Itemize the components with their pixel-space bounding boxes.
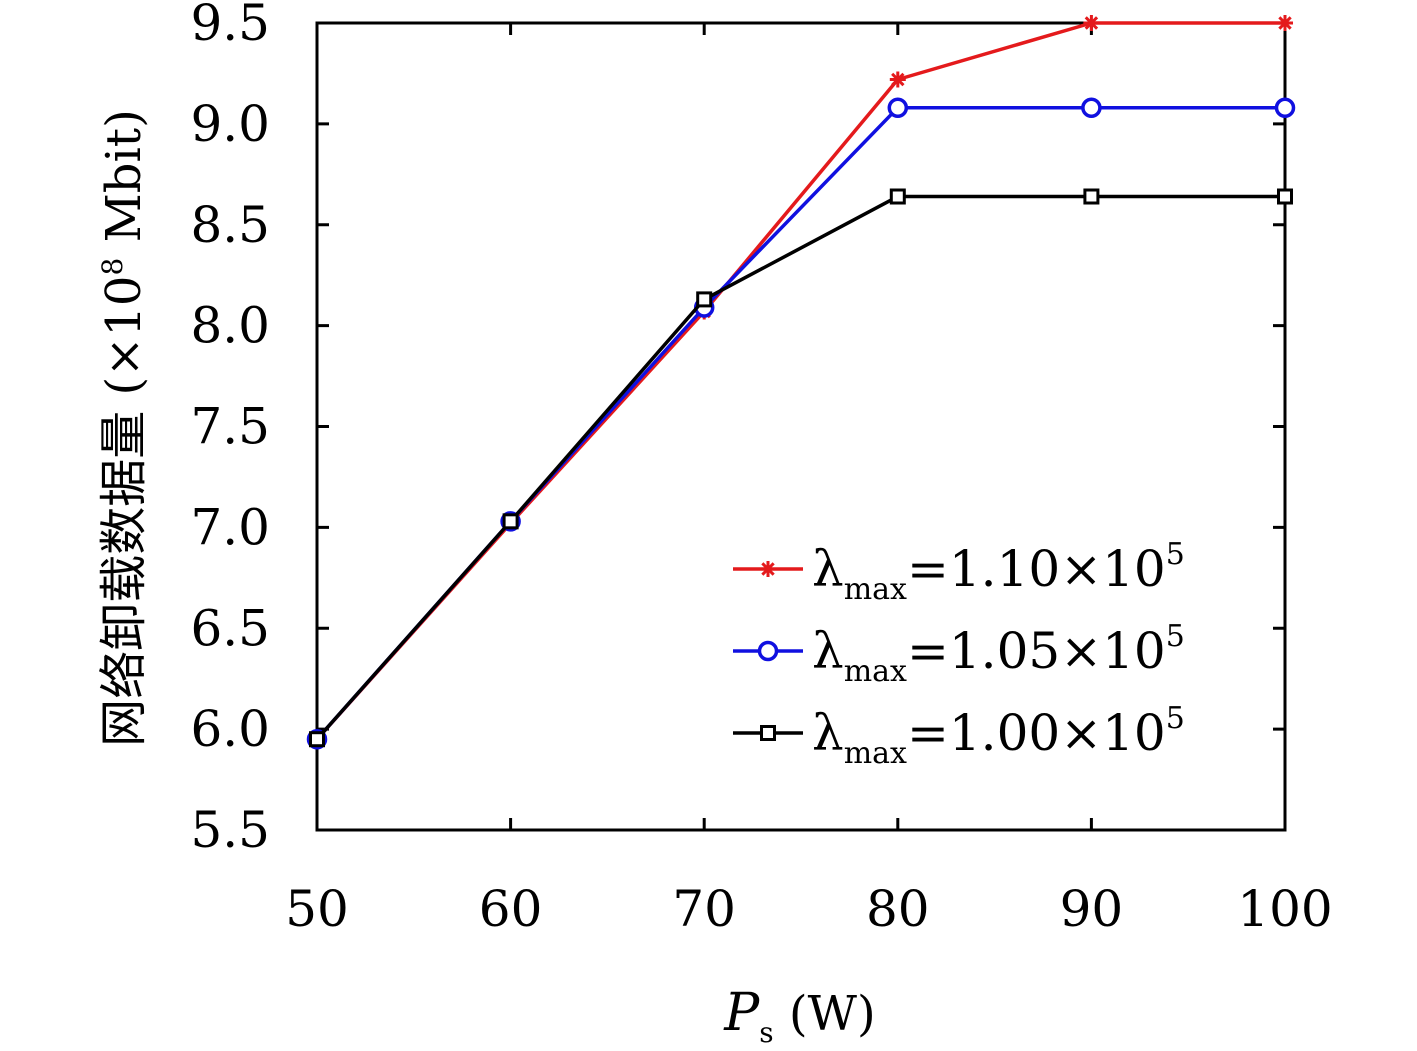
data-point — [889, 188, 906, 205]
data-point — [757, 640, 779, 662]
data-point — [1274, 97, 1296, 118]
y-tick-label: 7.5 — [190, 398, 270, 456]
y-tick-label: 8.5 — [190, 196, 270, 254]
data-point — [760, 725, 776, 741]
data-point — [760, 561, 776, 577]
legend-label: λmax=1.05×105 — [812, 619, 1185, 689]
y-tick-label: 9.5 — [190, 0, 270, 52]
x-tick-label: 60 — [479, 880, 543, 938]
x-axis-title: Ps (W) — [723, 983, 875, 1049]
y-tick-label: 6.5 — [190, 599, 270, 657]
x-tick-label: 90 — [1060, 880, 1124, 938]
x-tick-label: 100 — [1237, 880, 1332, 938]
y-tick-label: 7.0 — [190, 498, 270, 556]
y-tick-label: 8.0 — [190, 297, 270, 355]
legend: λmax=1.10×105 λmax=1.05×105 λmax=1.00×105 — [733, 537, 1185, 771]
x-tick-label: 70 — [672, 880, 736, 938]
data-point — [1277, 188, 1293, 205]
legend-label: λmax=1.00×105 — [812, 701, 1185, 771]
y-tick-label: 5.5 — [190, 801, 270, 859]
y-tick-label: 9.0 — [190, 95, 270, 153]
legend-item: λmax=1.05×105 — [733, 619, 1185, 689]
legend-item: λmax=1.10×105 — [733, 537, 1185, 607]
data-point — [887, 97, 909, 118]
data-point — [1083, 15, 1100, 31]
y-tick-label: 6.0 — [190, 700, 270, 758]
x-tick-label: 50 — [285, 880, 349, 938]
series-line — [315, 194, 1285, 741]
data-point — [1081, 97, 1102, 118]
legend-item: λmax=1.00×105 — [733, 701, 1185, 771]
data-point — [309, 731, 325, 748]
data-point — [696, 291, 713, 308]
data-point — [1083, 188, 1100, 205]
legend-label: λmax=1.10×105 — [812, 537, 1185, 607]
y-axis-title: 网络卸载数据量 (×108 Mbit) — [96, 109, 152, 747]
data-point — [889, 71, 906, 88]
data-point — [502, 513, 519, 530]
series-layer — [306, 15, 1296, 750]
axes: 50 60 70 80 90 100 5.5 6.0 6.5 7.0 7.5 8.0 8.5 9.0 9.5 — [190, 0, 1332, 938]
data-point — [1277, 15, 1293, 31]
x-tick-label: 80 — [866, 880, 930, 938]
